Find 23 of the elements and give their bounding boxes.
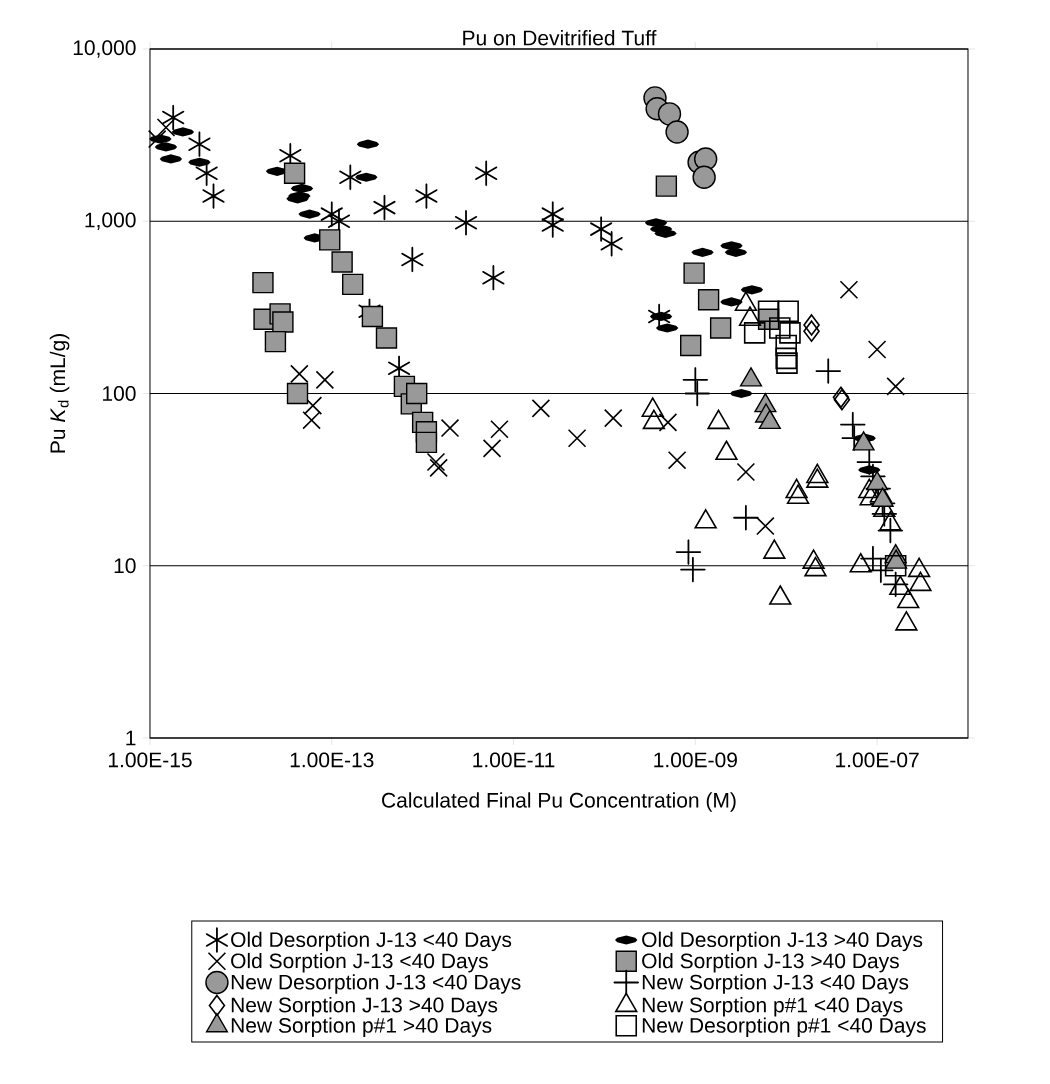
legend-label: Old Sorption J-13 >40 Days bbox=[642, 952, 899, 973]
x-tick-label: 1.00E-09 bbox=[654, 752, 737, 768]
y-tick-label: 10 bbox=[114, 558, 136, 574]
x-tick-label: 1.00E-13 bbox=[290, 752, 374, 768]
legend-label: New Sorption J-13 >40 Days bbox=[231, 997, 498, 1017]
chart-title: Pu on Devitrified Tuff bbox=[463, 30, 657, 46]
legend-label: Old Sorption J-13 <40 Days bbox=[231, 952, 488, 973]
y-tick-label: 1 bbox=[126, 730, 136, 746]
legend-label: Old Desorption J-13 >40 Days bbox=[642, 931, 923, 952]
legend-label: New Desorption p#1 <40 Days bbox=[642, 1017, 926, 1037]
y-tick-label: 100 bbox=[103, 386, 136, 401]
legend-label: New Sorption p#1 <40 Days bbox=[642, 997, 903, 1017]
y-tick-label: 10,000 bbox=[73, 40, 136, 58]
legend-label: New Sorption p#1 >40 Days bbox=[231, 1017, 492, 1037]
legend-label: New Sorption J-13 <40 Days bbox=[642, 974, 909, 994]
x-tick-label: 1.00E-11 bbox=[473, 752, 555, 768]
x-axis-title: Calculated Final Pu Concentration (M) bbox=[382, 792, 736, 812]
x-tick-label: 1.00E-07 bbox=[836, 752, 919, 768]
y-tick-label: 1,000 bbox=[85, 212, 136, 230]
legend-label: New Desorption J-13 <40 Days bbox=[231, 974, 521, 994]
x-tick-label: 1.00E-15 bbox=[108, 752, 192, 768]
y-axis-title: Pu K$_{d}$ (mL/g) bbox=[49, 334, 70, 453]
legend-label: Old Desorption J-13 <40 Days bbox=[231, 931, 512, 952]
